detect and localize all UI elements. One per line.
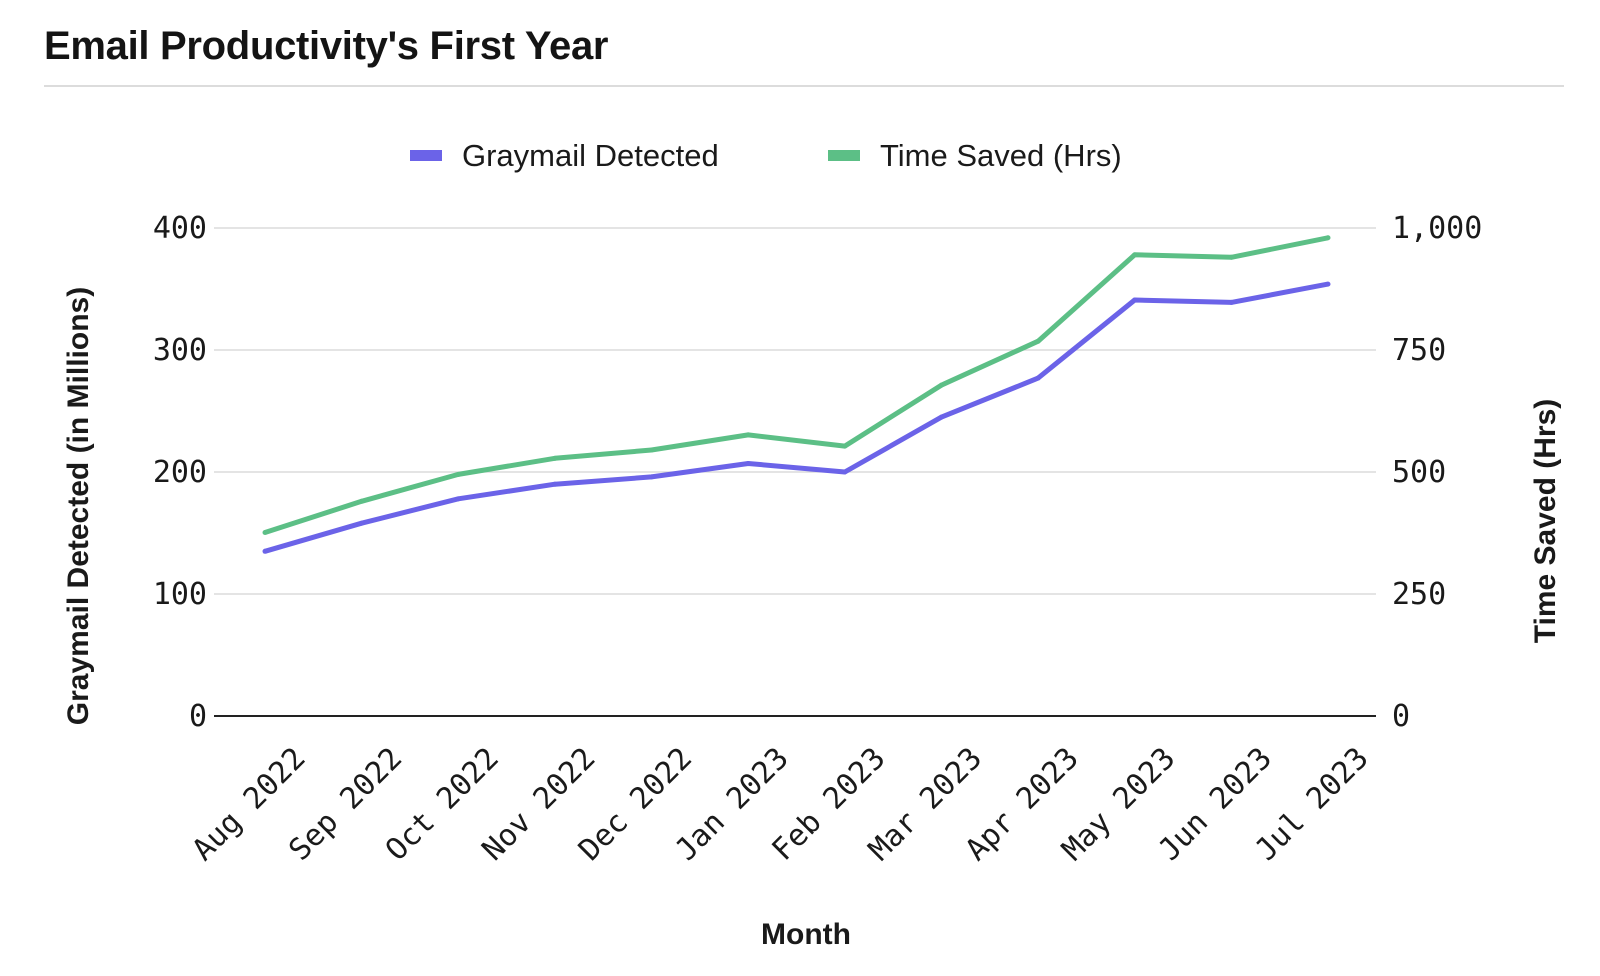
- left-axis-title: Graymail Detected (in Millions): [62, 287, 95, 725]
- title-divider: [44, 85, 1564, 87]
- data-point: [938, 414, 944, 420]
- right-axis-title: Time Saved (Hrs): [1529, 399, 1562, 644]
- data-point: [262, 530, 268, 536]
- left-tick-label: 100: [153, 577, 207, 612]
- data-point: [455, 496, 461, 502]
- series-lines: [262, 235, 1331, 554]
- legend: Graymail Detected Time Saved (Hrs): [410, 138, 1122, 173]
- left-axis-ticks: 0 100 200 300 400: [153, 211, 207, 734]
- data-point: [1132, 297, 1138, 303]
- data-point: [359, 498, 365, 504]
- data-point: [649, 474, 655, 480]
- legend-label-graymail: Graymail Detected: [462, 138, 719, 173]
- left-tick-label: 300: [153, 333, 207, 368]
- left-tick-label: 0: [189, 699, 207, 734]
- data-point: [745, 432, 751, 438]
- data-point: [649, 447, 655, 453]
- legend-swatch-graymail: [410, 150, 442, 161]
- gridlines: [214, 227, 1376, 717]
- data-point: [938, 382, 944, 388]
- data-point: [1132, 252, 1138, 258]
- data-point: [1228, 299, 1234, 305]
- data-point: [262, 548, 268, 554]
- left-tick-label: 400: [153, 211, 207, 246]
- right-tick-label: 500: [1392, 455, 1446, 490]
- legend-swatch-time-saved: [828, 150, 860, 161]
- x-axis-title: Month: [761, 918, 851, 951]
- right-tick-label: 0: [1392, 699, 1410, 734]
- data-point: [359, 520, 365, 526]
- data-point: [842, 443, 848, 449]
- data-point: [1325, 235, 1331, 241]
- legend-label-time-saved: Time Saved (Hrs): [880, 138, 1122, 173]
- graymail-detected-line: [264, 281, 1329, 554]
- time-saved-line: [264, 235, 1329, 535]
- data-point: [745, 460, 751, 466]
- data-point: [552, 481, 558, 487]
- data-point: [842, 469, 848, 475]
- data-point: [1035, 375, 1041, 381]
- left-tick-label: 200: [153, 455, 207, 490]
- data-point: [552, 455, 558, 461]
- data-point: [1228, 254, 1234, 260]
- right-tick-label: 250: [1392, 577, 1446, 612]
- data-point: [1325, 281, 1331, 287]
- data-point: [455, 471, 461, 477]
- right-axis-ticks: 0 250 500 750 1,000: [1392, 211, 1482, 734]
- chart-title: Email Productivity's First Year: [44, 24, 609, 68]
- data-point: [1035, 338, 1041, 344]
- right-tick-label: 750: [1392, 333, 1446, 368]
- right-tick-label: 1,000: [1392, 211, 1482, 246]
